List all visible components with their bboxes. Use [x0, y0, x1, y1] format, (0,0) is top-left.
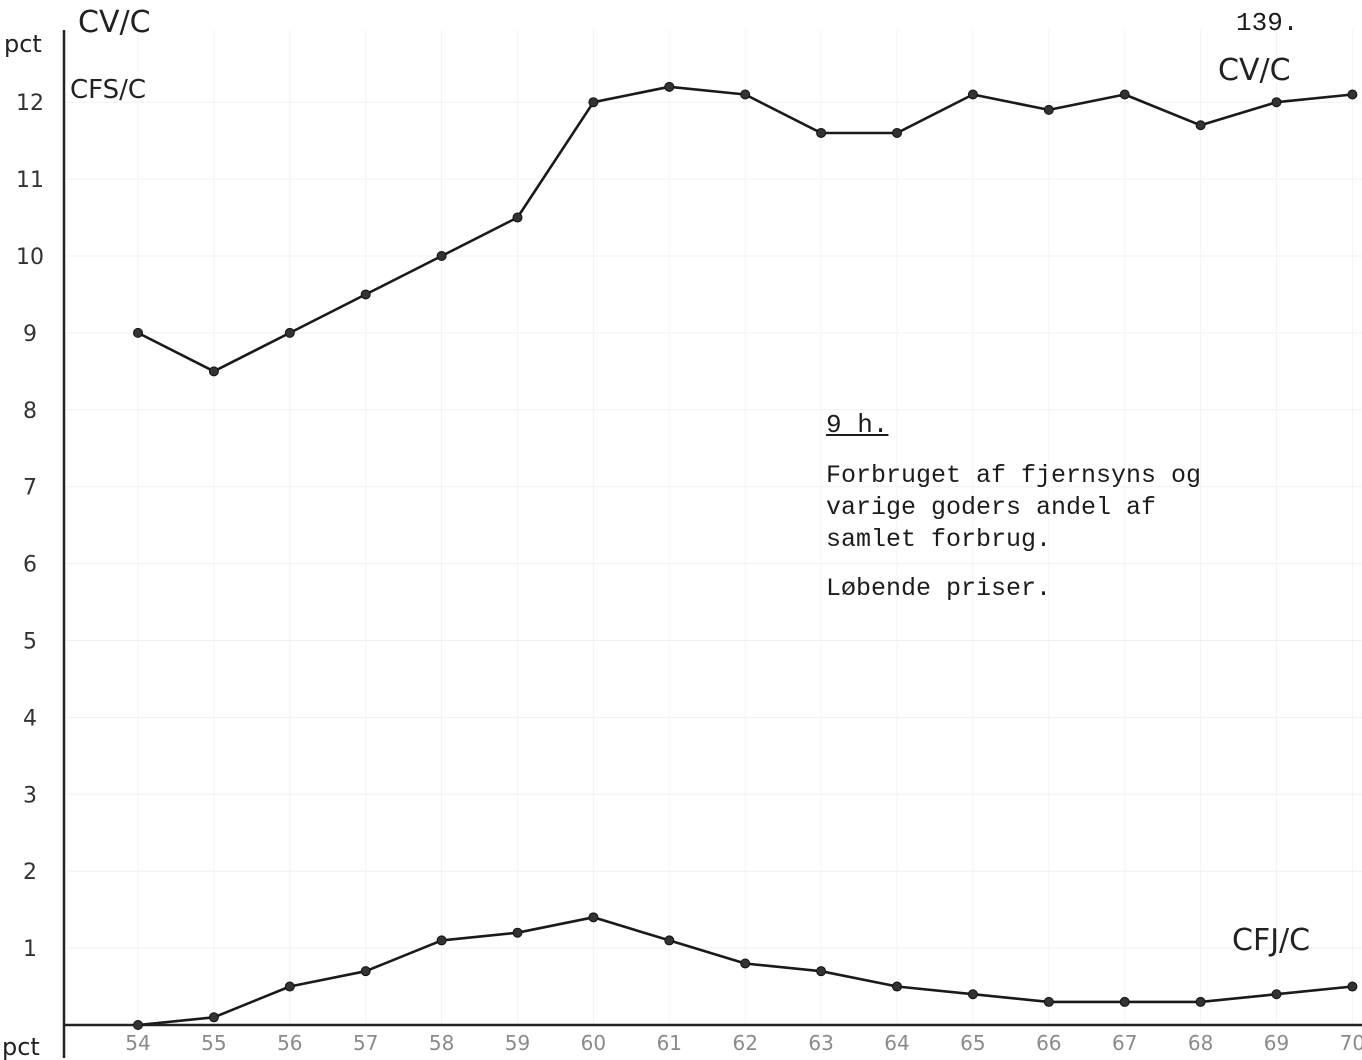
y-tick-label: 6: [23, 553, 37, 578]
x-tick-label: 69: [1264, 1031, 1289, 1055]
data-point: [892, 127, 902, 138]
y-tick-label: 4: [23, 706, 37, 731]
x-tick-label: 60: [581, 1031, 606, 1055]
x-tick-label: 64: [884, 1031, 909, 1055]
x-tick-label: 70: [1340, 1031, 1362, 1055]
chart-grid: [66, 30, 1362, 1023]
data-point: [360, 966, 371, 977]
x-tick-label: 58: [429, 1031, 454, 1055]
x-tick-labels: 54 55 56 57 58 59 60 61 62 63 64 65 66 67 68 69 70: [125, 1031, 1362, 1055]
x-tick-label: 67: [1112, 1031, 1137, 1055]
y-unit-label-top: pct: [4, 30, 42, 58]
page-number: 139.: [1236, 8, 1299, 38]
data-point: [1119, 996, 1130, 1007]
data-point: [1043, 104, 1054, 115]
data-point: [664, 81, 675, 92]
series-label-cfj: CFJ/C: [1232, 923, 1310, 958]
data-point: [284, 327, 295, 338]
data-point: [1195, 120, 1206, 131]
data-point: [512, 927, 523, 938]
figure-note: Løbende priser.: [826, 574, 1052, 603]
y-tick-label: 5: [23, 630, 37, 655]
data-point: [1347, 89, 1358, 100]
data-point: [208, 1012, 219, 1023]
data-point: [436, 935, 447, 946]
data-point: [1271, 989, 1282, 1000]
data-point: [967, 89, 978, 100]
data-point: [664, 935, 675, 946]
figure-caption: Forbruget af fjernsyns og varige goders …: [826, 461, 1202, 554]
left-series-label-cfs: CFS/C: [70, 75, 146, 105]
x-tick-label: 59: [505, 1031, 530, 1055]
x-tick-label: 57: [353, 1031, 378, 1055]
figure-number: 9 h.: [826, 410, 889, 440]
x-tick-label: 68: [1188, 1031, 1213, 1055]
data-point: [1195, 996, 1206, 1007]
y-tick-label: 1: [23, 937, 37, 962]
data-point: [740, 958, 751, 969]
y-tick-label: 9: [23, 322, 37, 347]
x-tick-label: 54: [125, 1031, 150, 1055]
x-tick-label: 61: [657, 1031, 682, 1055]
series-label-cv: CV/C: [1218, 53, 1291, 88]
y-tick-label: 7: [23, 476, 37, 501]
x-tick-label: 62: [732, 1031, 757, 1055]
y-tick-label: 11: [16, 168, 44, 193]
x-tick-label: 63: [808, 1031, 833, 1055]
x-tick-label: 56: [277, 1031, 302, 1055]
data-point: [284, 981, 295, 992]
data-point: [208, 366, 219, 377]
data-point: [360, 289, 371, 300]
y-tick-label: 8: [23, 399, 37, 424]
y-unit-label-bottom: pct: [2, 1033, 40, 1060]
data-point: [436, 251, 447, 261]
data-point: [588, 97, 599, 108]
data-point: [740, 89, 751, 100]
x-tick-label: 55: [201, 1031, 226, 1055]
y-tick-label: 3: [23, 783, 37, 808]
data-point: [1043, 996, 1054, 1007]
data-point: [133, 327, 143, 338]
y-tick-label: 10: [16, 245, 44, 270]
x-tick-label: 66: [1036, 1031, 1061, 1055]
data-point: [1271, 97, 1282, 108]
data-point: [588, 912, 599, 923]
data-point: [816, 966, 827, 977]
x-tick-label: 65: [960, 1031, 985, 1055]
y-tick-label: 12: [16, 91, 44, 116]
data-point: [1347, 981, 1358, 992]
data-point: [816, 127, 827, 138]
series-points: [133, 81, 1358, 1030]
data-point: [133, 1020, 143, 1030]
data-point: [892, 981, 902, 992]
data-point: [1119, 89, 1130, 100]
left-series-label-cv: CV/C: [78, 5, 151, 40]
y-tick-label: 2: [23, 860, 37, 885]
data-point: [512, 212, 523, 223]
data-point: [967, 989, 978, 1000]
